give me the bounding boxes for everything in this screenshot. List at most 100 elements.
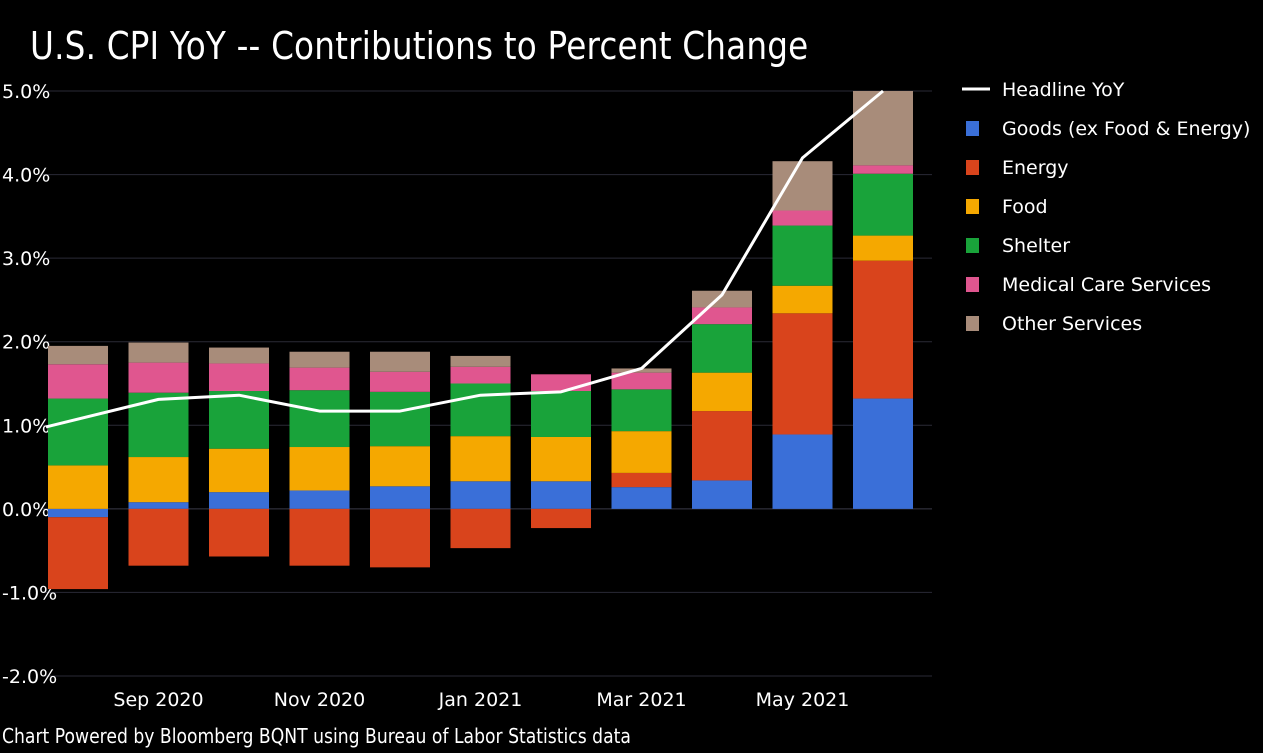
bar-segment [772, 225, 833, 286]
bar-segment [48, 465, 108, 509]
bar-segment [611, 389, 672, 432]
legend-label: Food [1002, 196, 1048, 218]
bar-segment [692, 480, 752, 509]
bar-segment [128, 508, 189, 566]
bar-segment [209, 347, 269, 364]
chart-footer: Chart Powered by Bloomberg BQNT using Bu… [2, 724, 631, 748]
y-tick-label: 1.0% [2, 415, 50, 437]
bar-segment [692, 307, 752, 325]
bar-segment [450, 481, 511, 509]
bar-segment [128, 392, 189, 458]
legend: Headline YoY Goods (ex Food & Energy) Ener… [962, 79, 1250, 335]
legend-label: Energy [1002, 157, 1069, 179]
bar-segment [772, 313, 833, 435]
bar-segment [289, 490, 350, 509]
bar-segment [289, 367, 350, 391]
legend-swatch [966, 277, 979, 292]
x-axis: Sep 2020 Nov 2020 Jan 2021 Mar 2021 May 2021 [113, 689, 849, 711]
bar-segment [531, 436, 591, 482]
bar-segment [531, 391, 591, 437]
bar-segment [611, 472, 672, 488]
bar-segment [128, 502, 189, 509]
y-tick-label: 4.0% [2, 165, 50, 187]
bar-segment [611, 431, 672, 473]
bar-segment [611, 372, 672, 390]
x-tick-label: Jan 2021 [438, 689, 523, 711]
bar-segment [853, 260, 913, 399]
bar-segment [853, 165, 913, 174]
bar-segment [128, 362, 189, 393]
legend-swatch [966, 238, 979, 253]
bar-segment [692, 372, 752, 412]
x-tick-label: Sep 2020 [113, 689, 203, 711]
bar-segment [370, 508, 430, 568]
bar-segment [853, 235, 913, 261]
legend-swatch [966, 316, 979, 331]
y-tick-label: -1.0% [2, 582, 57, 604]
chart-title: U.S. CPI YoY -- Contributions to Percent… [30, 24, 809, 68]
bar-segment [370, 371, 430, 392]
bar-segment [692, 290, 752, 308]
headline-line [45, 89, 884, 429]
bar-segment [531, 481, 591, 509]
y-axis: 5.0% 4.0% 3.0% 2.0% 1.0% 0.0% -1.0% -2.0% [2, 81, 57, 688]
legend-label: Headline YoY [1002, 79, 1125, 101]
x-tick-label: May 2021 [756, 689, 850, 711]
legend-swatch [966, 160, 979, 175]
bar-segment [370, 486, 430, 509]
legend-label: Goods (ex Food & Energy) [1002, 118, 1250, 140]
legend-label: Medical Care Services [1002, 274, 1211, 296]
bar-segment [289, 447, 350, 491]
legend-label: Shelter [1002, 235, 1070, 257]
y-tick-label: 0.0% [2, 499, 50, 521]
bar-segment [853, 398, 913, 509]
bar-segment [370, 391, 430, 447]
bar-segment [772, 161, 833, 211]
y-tick-label: 2.0% [2, 332, 50, 354]
bar-segment [48, 345, 108, 365]
y-tick-label: 5.0% [2, 81, 50, 103]
legend-label: Other Services [1002, 313, 1142, 335]
headline-yoy-line [45, 89, 884, 429]
bar-segment [289, 390, 350, 448]
bar-segment [48, 517, 108, 590]
bar-segment [209, 363, 269, 392]
bar-segment [128, 457, 189, 503]
bar-segment [450, 508, 511, 549]
bar-segment [48, 508, 108, 518]
bar-segment [531, 374, 591, 392]
legend-swatch [966, 121, 979, 136]
x-tick-label: Mar 2021 [596, 689, 686, 711]
bar-segment [289, 351, 350, 368]
bar-segment [611, 487, 672, 509]
bar-segment [450, 355, 511, 367]
bar-segment [450, 383, 511, 437]
bar-segment [772, 210, 833, 226]
bar-segment [48, 398, 108, 466]
bar-segment [289, 508, 350, 566]
bar-segment [370, 446, 430, 487]
bar-segment [450, 436, 511, 482]
bar-segment [692, 324, 752, 373]
bars [48, 91, 913, 590]
bar-segment [209, 492, 269, 509]
bar-segment [772, 434, 833, 509]
bar-segment [853, 91, 913, 166]
bar-segment [209, 508, 269, 557]
bar-segment [209, 448, 269, 493]
bar-segment [611, 368, 672, 373]
bar-segment [450, 366, 511, 384]
bar-segment [370, 351, 430, 372]
bar-segment [531, 508, 591, 529]
legend-swatch [966, 199, 979, 214]
bar-segment [692, 411, 752, 481]
x-tick-label: Nov 2020 [274, 689, 365, 711]
bar-segment [48, 364, 108, 399]
bar-segment [772, 285, 833, 314]
bar-segment [853, 173, 913, 236]
y-tick-label: 3.0% [2, 248, 50, 270]
bar-segment [128, 342, 189, 363]
y-tick-label: -2.0% [2, 666, 57, 688]
